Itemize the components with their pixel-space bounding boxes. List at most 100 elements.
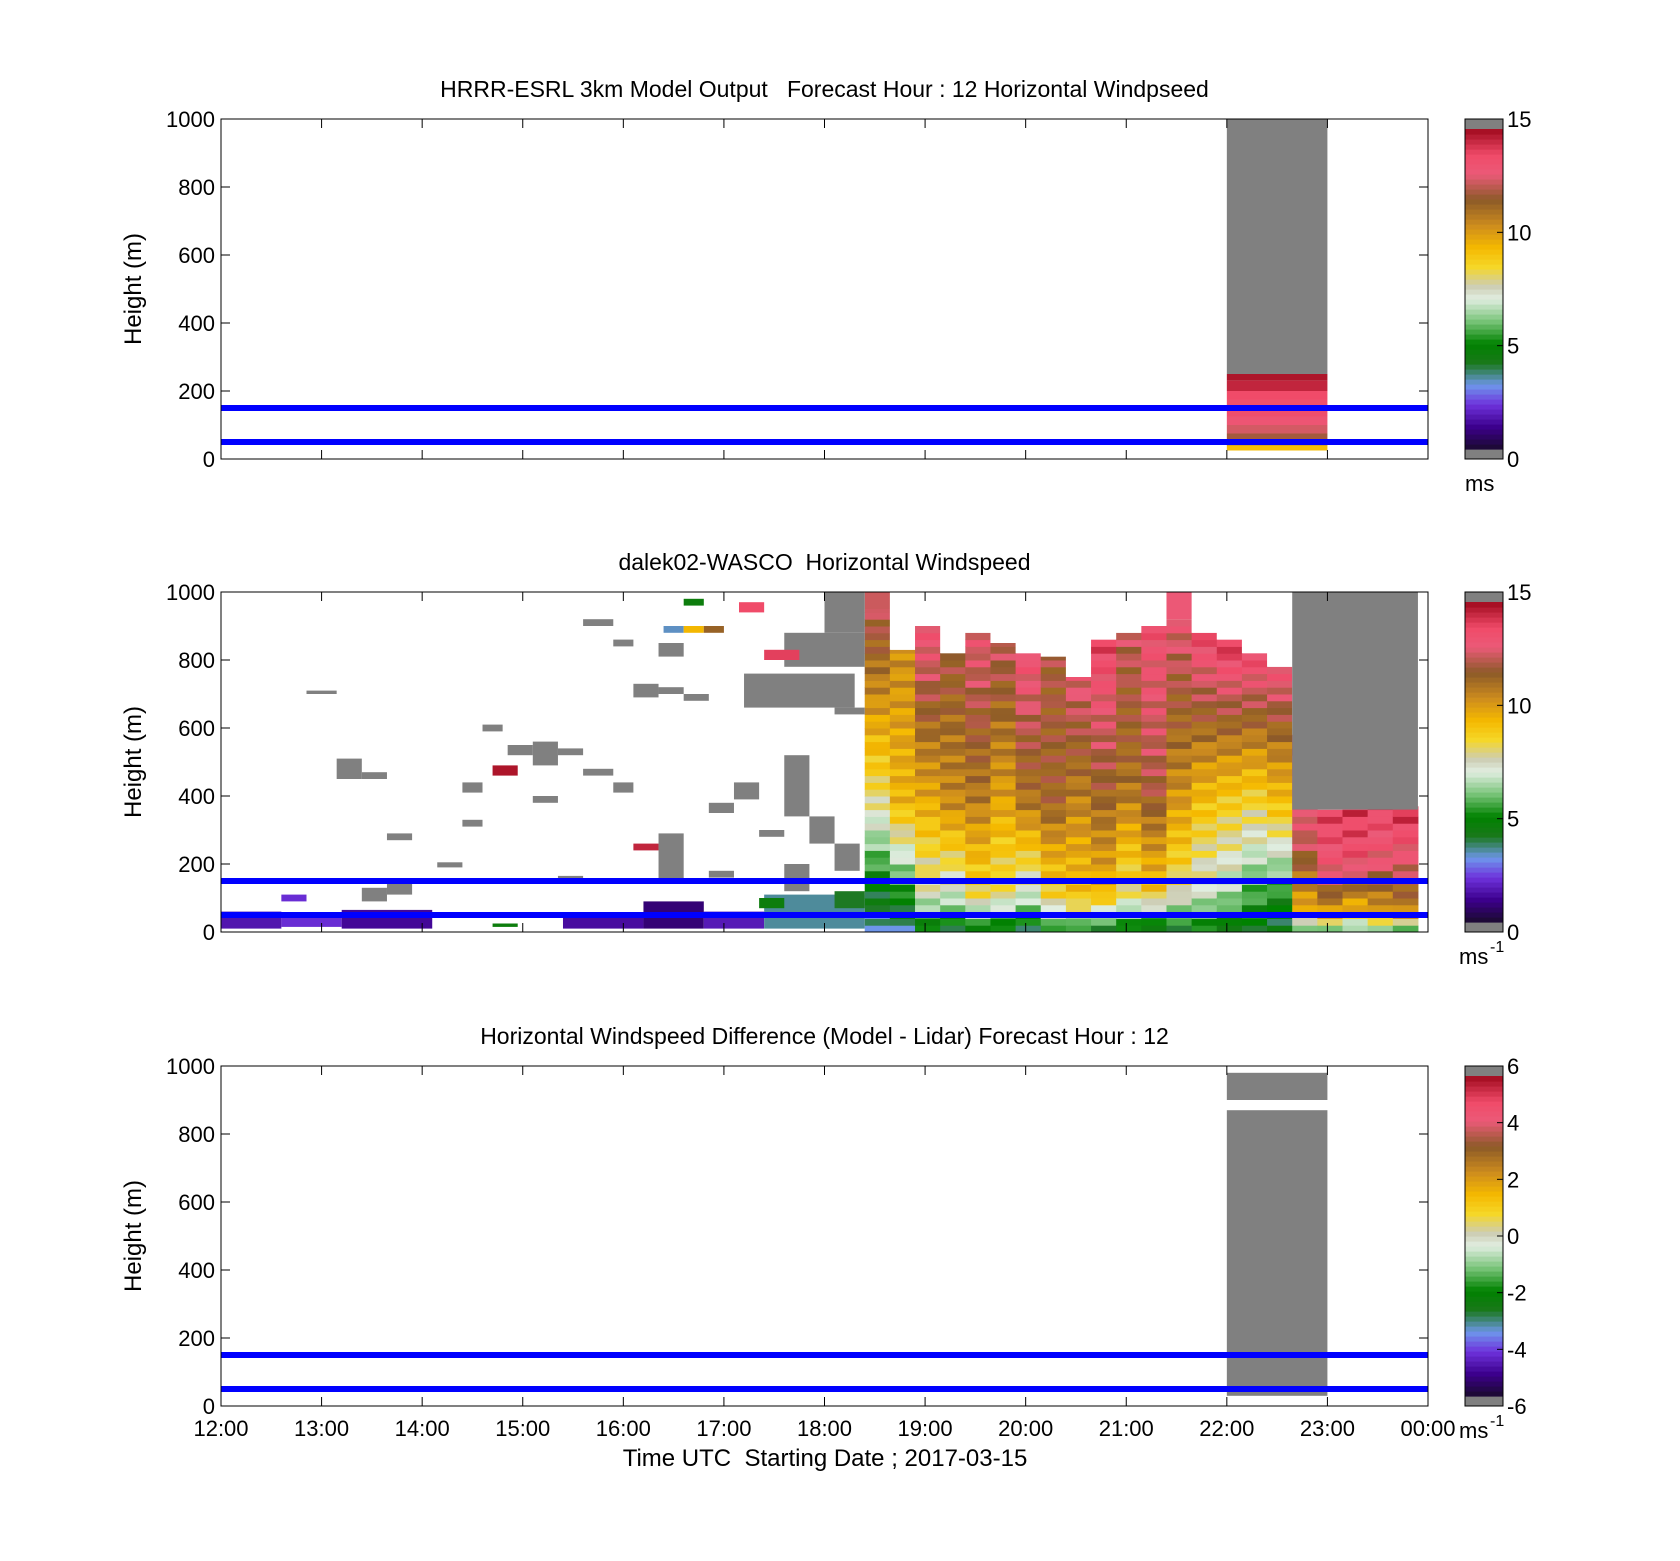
profile-cell	[1342, 809, 1369, 817]
profile-cell	[1191, 836, 1218, 845]
profile-cell	[1040, 796, 1067, 804]
data-cell	[1226, 391, 1328, 400]
profile-cell	[1116, 918, 1142, 926]
profile-cell	[864, 680, 891, 688]
profile-cell	[1367, 843, 1394, 851]
profile-cell	[1040, 870, 1067, 879]
profile-cell	[1241, 673, 1268, 681]
profile-cell	[1191, 789, 1218, 797]
profile-cell	[864, 823, 891, 831]
profile-cell	[1015, 694, 1042, 702]
profile-cell	[1091, 714, 1117, 722]
profile-cell	[915, 870, 941, 879]
colorbar-swatch	[1465, 1356, 1503, 1362]
colorbar-swatch	[1465, 1176, 1503, 1182]
profile-cell	[1091, 728, 1117, 736]
profile-cell	[1040, 673, 1067, 681]
profile-cell	[1367, 891, 1394, 899]
profile-top	[1166, 592, 1193, 620]
y-tick-label: 800	[178, 1122, 215, 1147]
profile-cell	[1267, 666, 1293, 675]
profile-cell	[1091, 741, 1117, 749]
profile-cell	[1091, 660, 1117, 668]
data-cell	[683, 626, 704, 633]
profile-cell	[965, 925, 991, 932]
profile-cell	[1342, 918, 1369, 926]
profile-cell	[1292, 891, 1318, 899]
profile-cell	[1015, 809, 1042, 817]
profile-cell	[889, 782, 916, 790]
colorbar-swatch	[1465, 224, 1503, 230]
profile-cell	[990, 809, 1017, 817]
profile-cell	[1267, 680, 1293, 688]
colorbar-tick-label: 0	[1507, 920, 1519, 945]
profile-cell	[1166, 687, 1193, 695]
profile-cell	[915, 843, 941, 851]
profile-cell	[1216, 639, 1243, 647]
data-cell	[834, 707, 865, 715]
profile-cell	[889, 850, 916, 858]
profile-cell	[915, 626, 941, 634]
profile-cell	[1091, 666, 1117, 675]
profile-cell	[864, 728, 891, 736]
profile-cell	[1116, 755, 1142, 763]
profile-cell	[1216, 864, 1243, 872]
profile-cell	[940, 755, 966, 763]
colorbar-over	[1465, 592, 1503, 602]
profile-cell	[864, 884, 891, 892]
profile-cell	[1015, 843, 1042, 851]
colorbar-swatch	[1465, 354, 1503, 360]
profile-cell	[1116, 830, 1142, 838]
colorbar-swatch	[1465, 384, 1503, 390]
colorbar-swatch	[1465, 787, 1503, 793]
data-cell	[361, 887, 387, 902]
profile-top	[1116, 592, 1142, 633]
colorbar-swatch	[1465, 847, 1503, 853]
profile-cell	[1317, 891, 1344, 899]
profile-cell	[1091, 639, 1117, 647]
colorbar-swatch	[1465, 1286, 1503, 1292]
profile-cell	[864, 762, 891, 770]
data-cell	[1226, 380, 1328, 391]
colorbar-tick-label: 15	[1507, 580, 1531, 605]
colorbar-swatch	[1465, 144, 1503, 150]
profile-cell	[1091, 673, 1117, 681]
profile-cell	[1065, 823, 1092, 831]
colorbar-swatch	[1465, 319, 1503, 325]
profile-cell	[990, 918, 1017, 926]
profile-cell	[1241, 707, 1268, 715]
profile-cell	[864, 673, 891, 681]
profile-cell	[965, 673, 991, 681]
profile-cell	[915, 830, 941, 838]
profile-cell	[1040, 836, 1067, 845]
profile-cell	[1065, 843, 1092, 851]
profile-cell	[915, 660, 941, 668]
profile-cell	[1015, 823, 1042, 831]
profile-top	[1216, 592, 1243, 640]
profile-cell	[1191, 768, 1218, 777]
profile-cell	[1015, 707, 1042, 715]
colorbar-tick-label: 10	[1507, 693, 1531, 718]
colorbar-swatch	[1465, 254, 1503, 260]
panel-2: 0 200 400 600 800 1000 dalek02-WASCO Horizonta…	[120, 549, 1531, 969]
colorbar-swatch	[1465, 269, 1503, 275]
profile-cell	[940, 836, 966, 845]
profile-cell	[1191, 721, 1218, 729]
profile-cell	[1116, 836, 1142, 845]
colorbar-swatch	[1465, 687, 1503, 693]
profile-cell	[1116, 687, 1142, 695]
profile-cell	[965, 850, 991, 858]
profile-cell	[1241, 857, 1268, 865]
profile-cell	[1241, 870, 1268, 879]
colorbar-swatch	[1465, 1146, 1503, 1152]
profile-cell	[1317, 836, 1344, 845]
profile-cell	[1116, 653, 1142, 661]
data-cell	[336, 758, 362, 779]
colorbar-swatch	[1465, 1336, 1503, 1342]
profile-cell	[1040, 802, 1067, 811]
colorbar-tick-label: 2	[1507, 1167, 1519, 1192]
profile-cell	[1191, 646, 1218, 654]
colorbar-swatch	[1465, 1156, 1503, 1162]
data-cell	[809, 816, 835, 844]
profile-cell	[1015, 836, 1042, 845]
